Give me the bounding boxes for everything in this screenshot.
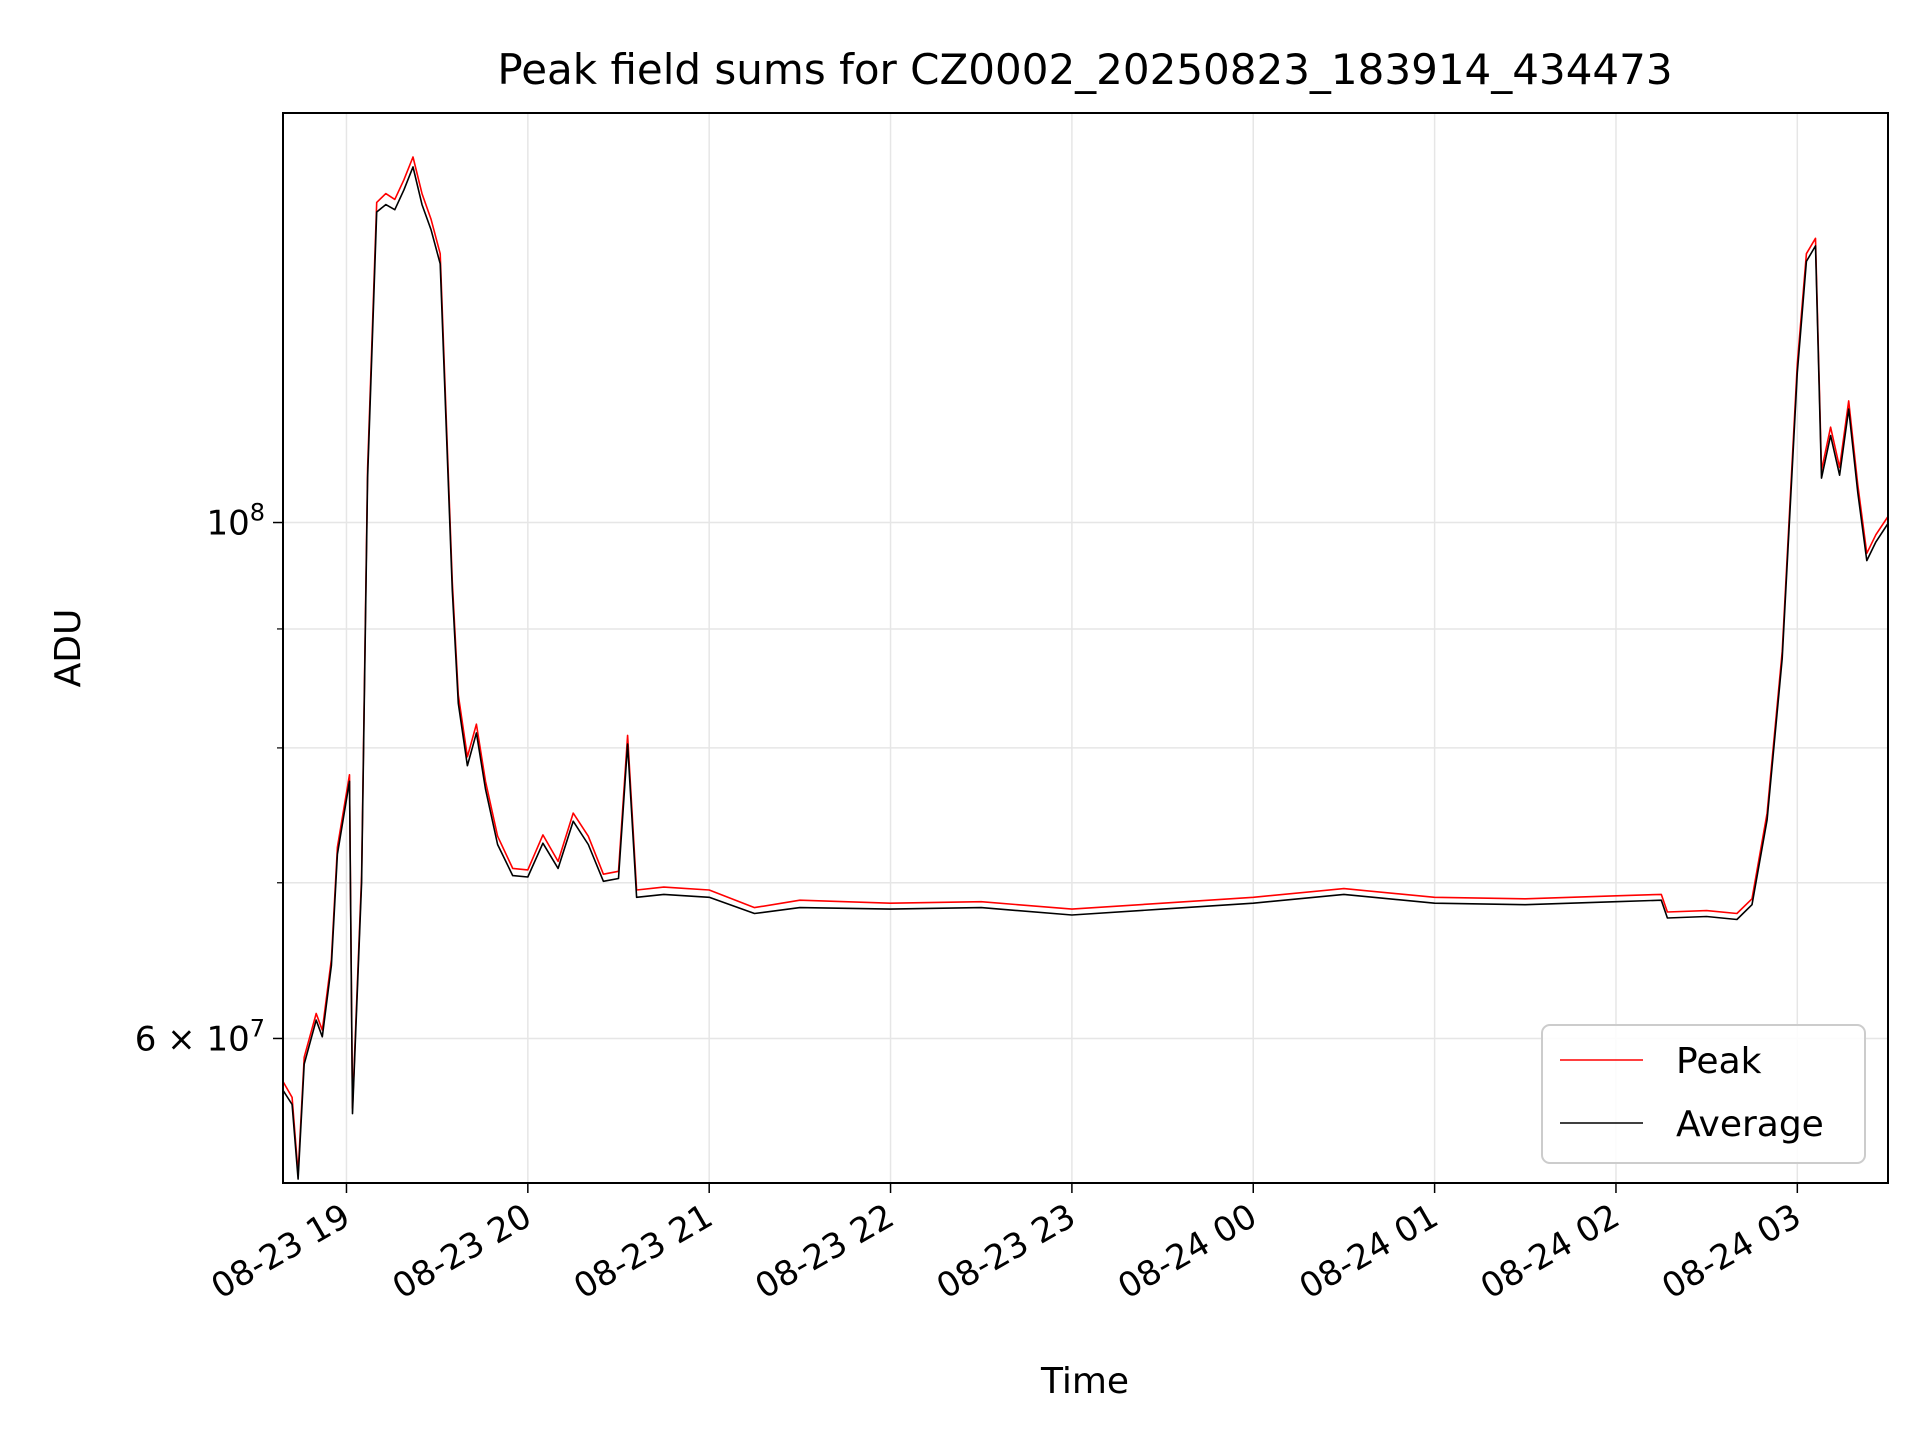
x-axis-label: Time	[1040, 1361, 1129, 1402]
y-tick-label: 108	[206, 499, 265, 544]
series-line-average	[283, 166, 1888, 1180]
y-tick-label-base: 6 × 10	[135, 1019, 250, 1059]
y-tick-label-exponent: 7	[250, 1014, 265, 1042]
legend: Peak Average	[1541, 1024, 1866, 1164]
y-tick-label-exponent: 8	[250, 499, 265, 527]
legend-average-label: Average	[1676, 1104, 1824, 1145]
legend-peak-label: Peak	[1676, 1041, 1762, 1082]
plot-frame	[282, 112, 1889, 1184]
chart-title: Peak field sums for CZ0002_20250823_1839…	[497, 45, 1672, 94]
y-tick-label-base: 10	[206, 504, 249, 544]
plot-series	[283, 156, 1888, 1180]
y-tick-label: 6 × 107	[135, 1014, 265, 1059]
y-axis-label: ADU	[48, 609, 89, 688]
y-axis: 6 × 107 108	[135, 499, 283, 1059]
